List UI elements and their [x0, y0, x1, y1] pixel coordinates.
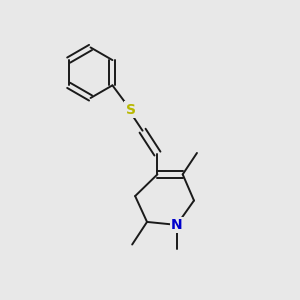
Text: S: S	[126, 103, 136, 117]
Text: N: N	[171, 218, 183, 232]
